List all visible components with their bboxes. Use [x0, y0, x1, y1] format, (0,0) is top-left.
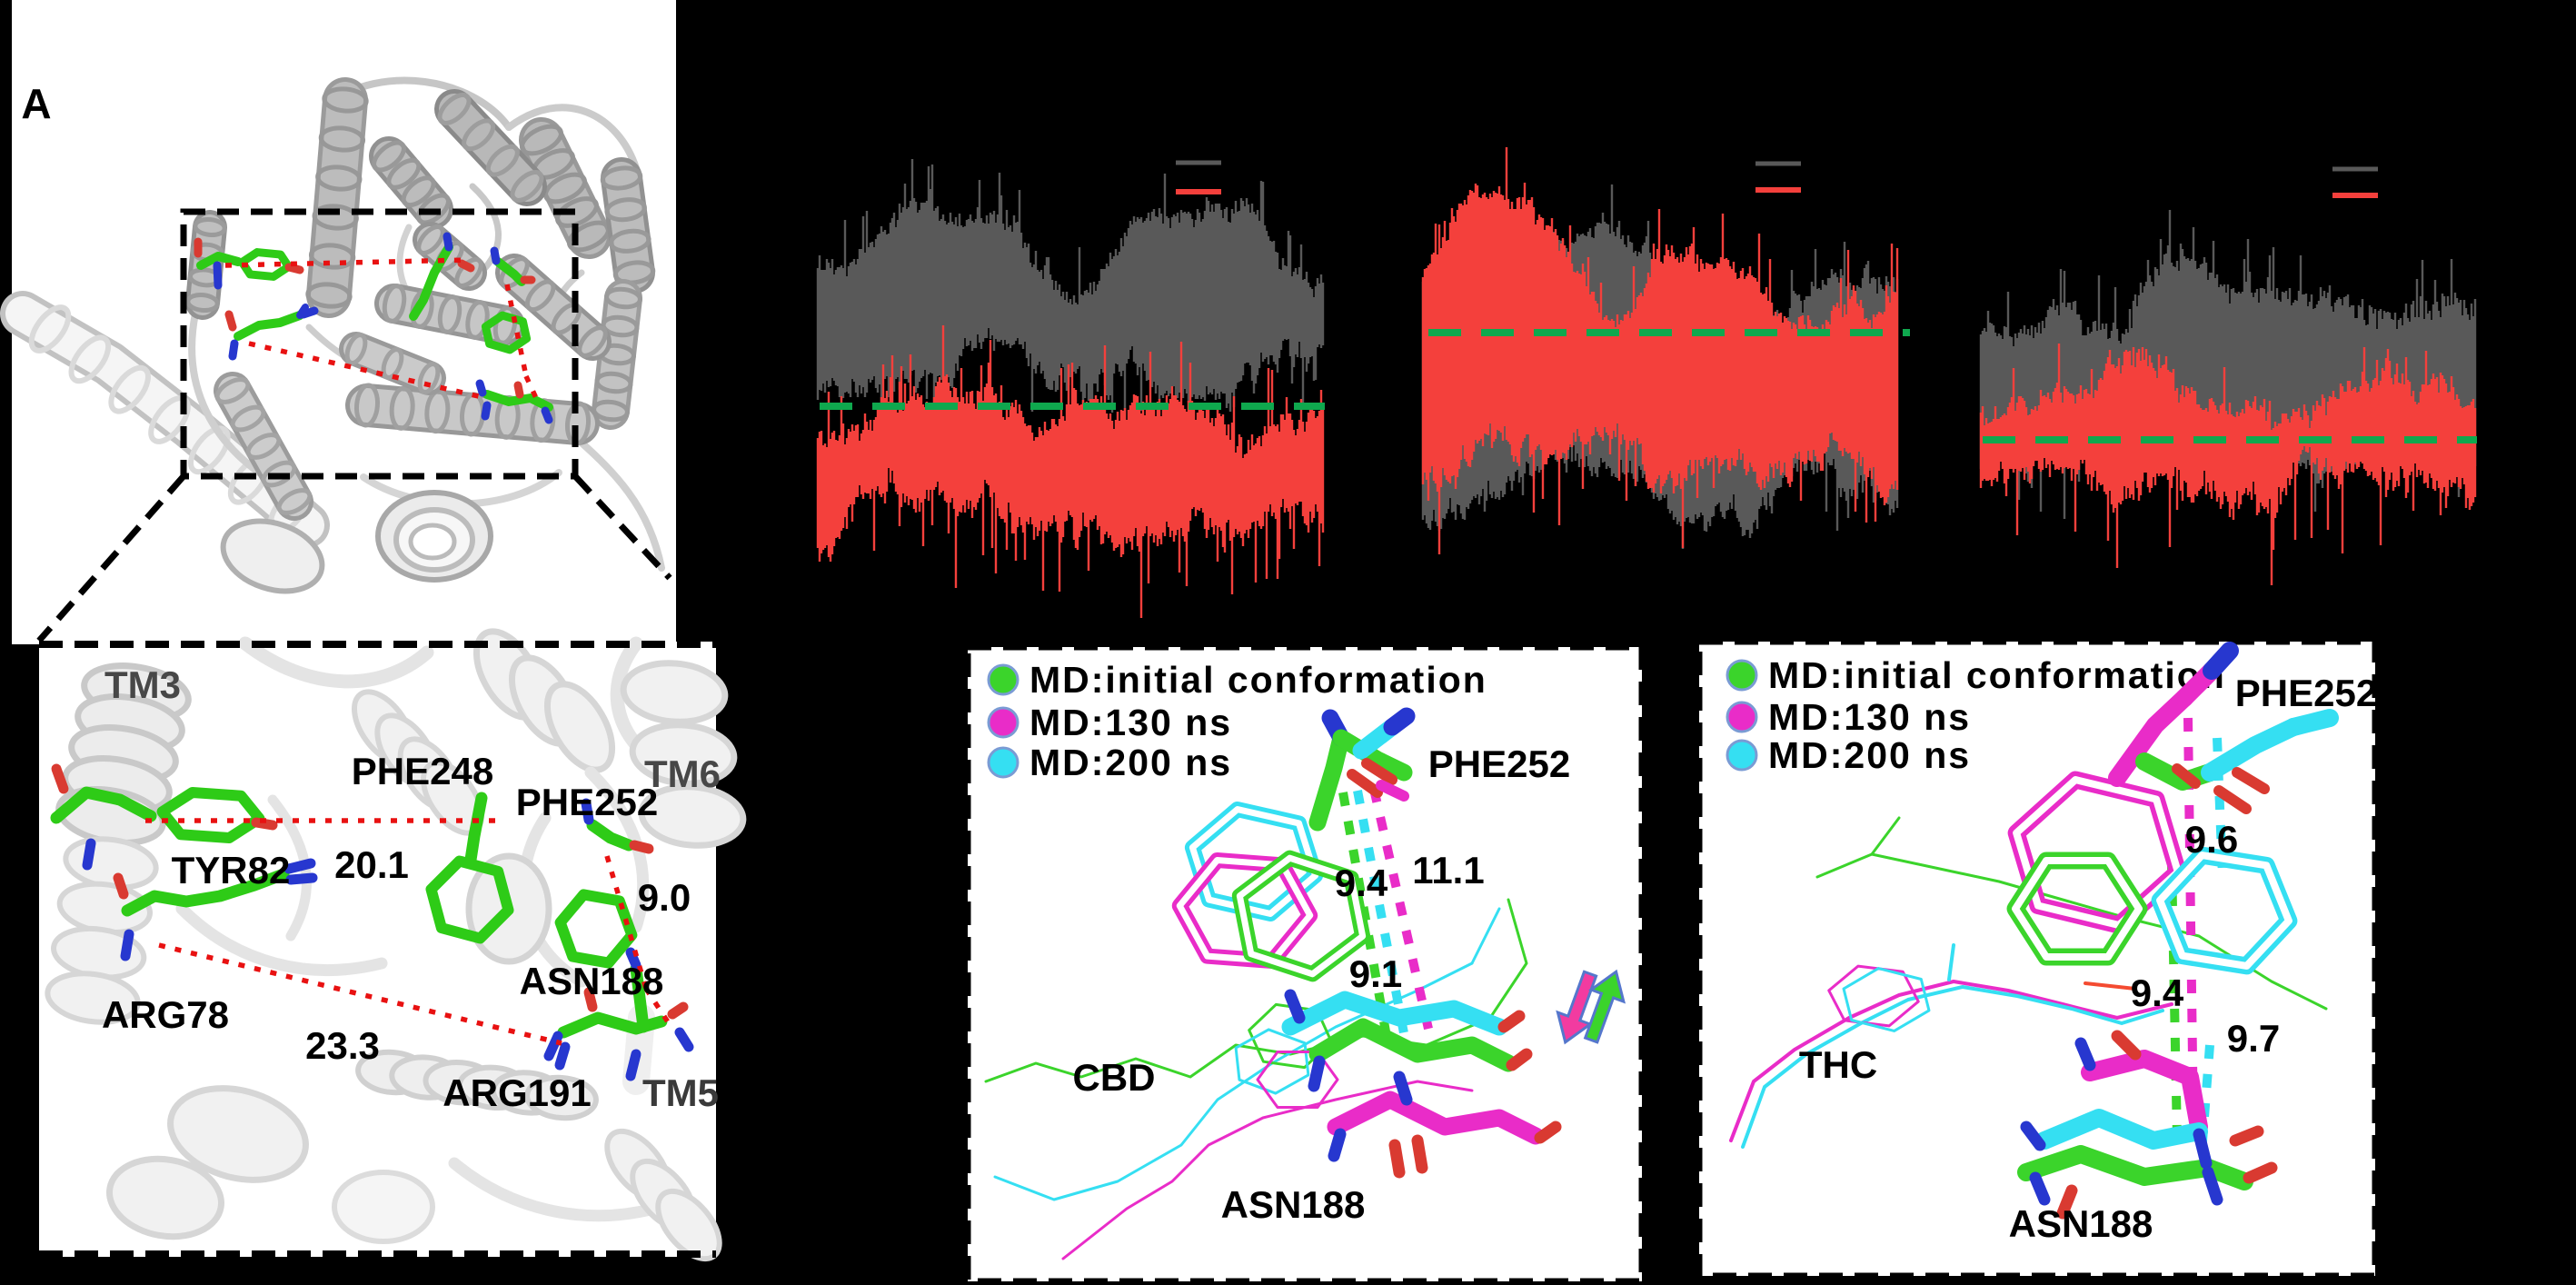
svg-text:20.1: 20.1 [334, 843, 409, 886]
svg-text:11.1: 11.1 [1412, 849, 1484, 892]
svg-text:PHE248: PHE248 [352, 750, 493, 792]
svg-text:ASN188: ASN188 [1221, 1183, 1366, 1226]
svg-text:MD:130 ns: MD:130 ns [1768, 696, 1971, 738]
svg-text:TM6: TM6 [644, 752, 721, 795]
svg-text:9.1: 9.1 [1349, 952, 1402, 995]
svg-text:9.6: 9.6 [2185, 818, 2238, 861]
svg-text:PHE252: PHE252 [1428, 742, 1570, 785]
svg-text:MD:200 ns: MD:200 ns [1029, 742, 1232, 783]
svg-text:ASN188: ASN188 [520, 960, 664, 1002]
svg-text:ASN188: ASN188 [2009, 1202, 2153, 1245]
svg-text:MD:initial conformation: MD:initial conformation [1768, 654, 2226, 696]
svg-text:MD:200 ns: MD:200 ns [1768, 734, 1971, 776]
svg-text:MD:130 ns: MD:130 ns [1029, 702, 1232, 743]
svg-text:23.3: 23.3 [305, 1024, 380, 1067]
svg-text:PHE252: PHE252 [516, 781, 658, 823]
svg-text:ARG78: ARG78 [102, 993, 229, 1036]
svg-text:TM3: TM3 [104, 663, 181, 706]
svg-text:9.0: 9.0 [638, 876, 691, 919]
svg-text:MD:initial conformation: MD:initial conformation [1029, 659, 1487, 701]
svg-text:TM5: TM5 [642, 1071, 719, 1114]
svg-text:TYR82: TYR82 [172, 849, 291, 892]
svg-text:THC: THC [1799, 1043, 1877, 1086]
svg-text:A: A [21, 80, 51, 127]
svg-text:PHE252: PHE252 [2235, 672, 2377, 714]
svg-text:CBD: CBD [1073, 1056, 1156, 1099]
svg-text:9.7: 9.7 [2227, 1017, 2280, 1060]
svg-text:ARG191: ARG191 [443, 1071, 591, 1114]
svg-text:9.4: 9.4 [1335, 862, 1388, 904]
svg-text:9.4: 9.4 [2131, 971, 2184, 1014]
